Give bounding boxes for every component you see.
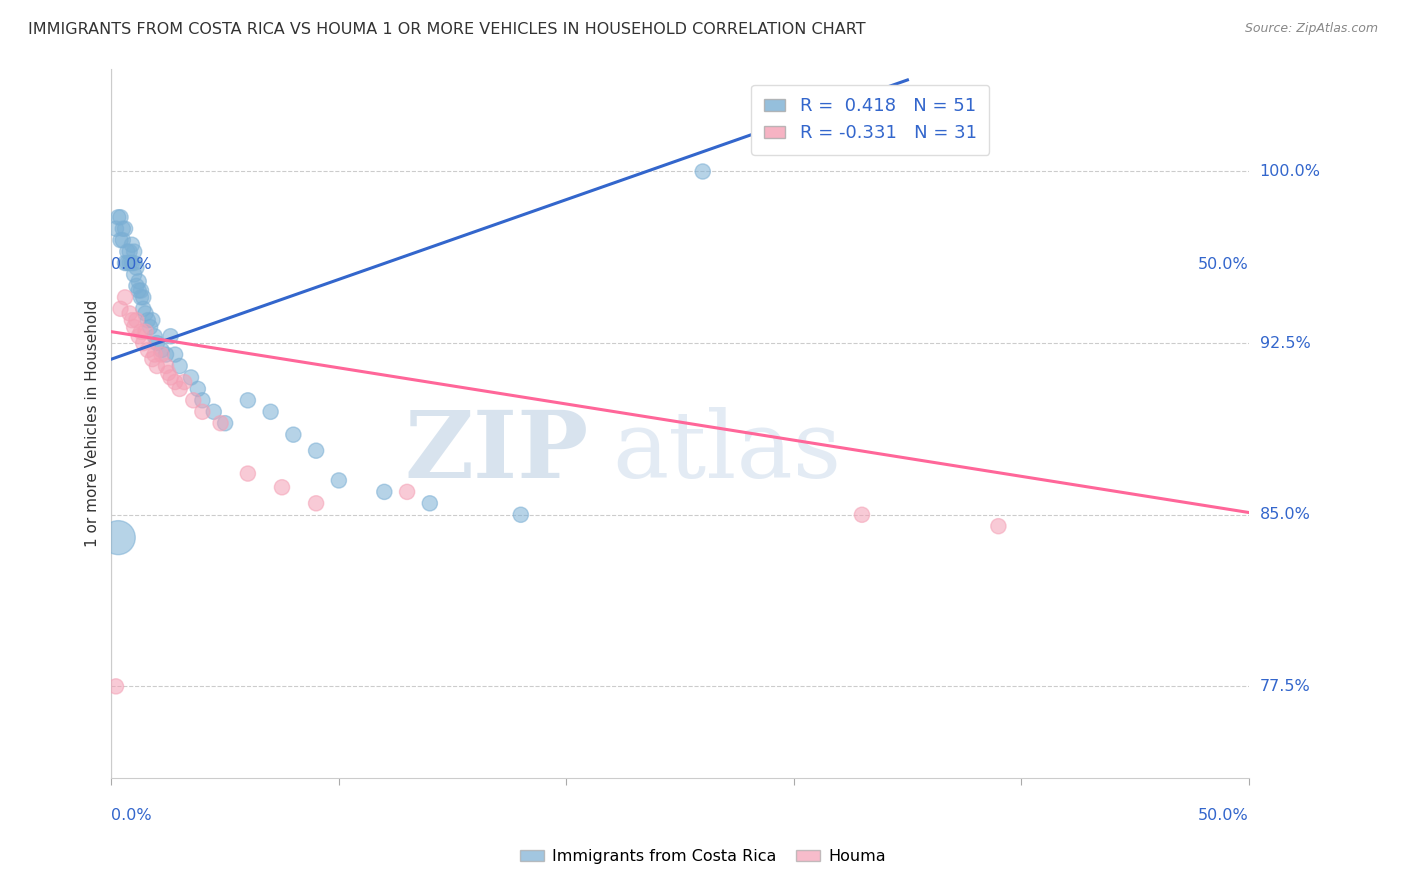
Point: [111, 233, 134, 247]
Point: [159, 329, 181, 343]
Point: [118, 306, 141, 320]
Point: [136, 343, 159, 357]
Point: [180, 370, 202, 384]
Point: [132, 290, 155, 304]
Point: [129, 284, 152, 298]
Text: IMMIGRANTS FROM COSTA RICA VS HOUMA 1 OR MORE VEHICLES IN HOUSEHOLD CORRELATION : IMMIGRANTS FROM COSTA RICA VS HOUMA 1 OR…: [28, 22, 866, 37]
Point: [128, 284, 150, 298]
Point: [283, 427, 305, 442]
Point: [236, 467, 259, 481]
Point: [141, 313, 163, 327]
Point: [128, 274, 150, 288]
Point: [143, 348, 166, 362]
Point: [209, 416, 232, 430]
Point: [135, 306, 157, 320]
Point: [117, 256, 139, 270]
Point: [692, 164, 714, 178]
Point: [187, 382, 209, 396]
Point: [104, 221, 127, 235]
Point: [118, 256, 141, 270]
Point: [165, 348, 187, 362]
Point: [104, 679, 127, 693]
Point: [987, 519, 1010, 533]
Text: 77.5%: 77.5%: [1260, 679, 1310, 694]
Point: [150, 343, 173, 357]
Point: [509, 508, 531, 522]
Point: [305, 496, 328, 510]
Point: [114, 221, 136, 235]
Point: [155, 359, 177, 373]
Point: [118, 244, 141, 259]
Point: [373, 484, 395, 499]
Point: [214, 416, 236, 430]
Point: [169, 382, 191, 396]
Point: [169, 359, 191, 373]
Text: 85.0%: 85.0%: [1260, 508, 1310, 522]
Text: Source: ZipAtlas.com: Source: ZipAtlas.com: [1244, 22, 1378, 36]
Point: [110, 233, 132, 247]
Y-axis label: 1 or more Vehicles in Household: 1 or more Vehicles in Household: [86, 300, 100, 547]
Point: [191, 405, 214, 419]
Point: [150, 348, 173, 362]
Point: [135, 325, 157, 339]
Point: [305, 443, 328, 458]
Point: [191, 393, 214, 408]
Point: [146, 336, 169, 351]
Point: [122, 268, 145, 282]
Text: 92.5%: 92.5%: [1260, 335, 1310, 351]
Text: 50.0%: 50.0%: [1198, 808, 1249, 823]
Text: 0.0%: 0.0%: [111, 257, 152, 271]
Legend: R =  0.418   N = 51, R = -0.331   N = 31: R = 0.418 N = 51, R = -0.331 N = 31: [751, 85, 990, 155]
Text: ZIP: ZIP: [405, 407, 589, 497]
Point: [125, 313, 148, 327]
Point: [141, 352, 163, 367]
Point: [271, 480, 294, 494]
Point: [121, 237, 143, 252]
Point: [165, 375, 187, 389]
Point: [146, 359, 169, 373]
Point: [128, 329, 150, 343]
Point: [129, 325, 152, 339]
Point: [122, 320, 145, 334]
Point: [157, 366, 180, 380]
Point: [110, 301, 132, 316]
Point: [136, 313, 159, 327]
Text: atlas: atlas: [612, 407, 841, 497]
Point: [143, 329, 166, 343]
Point: [181, 393, 204, 408]
Point: [155, 348, 177, 362]
Point: [851, 508, 873, 522]
Point: [122, 256, 145, 270]
Point: [121, 313, 143, 327]
Point: [117, 244, 139, 259]
Point: [125, 260, 148, 275]
Text: 50.0%: 50.0%: [1198, 257, 1249, 271]
Point: [132, 336, 155, 351]
Point: [114, 256, 136, 270]
Point: [132, 301, 155, 316]
Legend: Immigrants from Costa Rica, Houma: Immigrants from Costa Rica, Houma: [515, 843, 891, 871]
Point: [114, 290, 136, 304]
Point: [396, 484, 419, 499]
Point: [419, 496, 441, 510]
Point: [110, 211, 132, 225]
Point: [107, 211, 129, 225]
Point: [328, 474, 350, 488]
Text: 100.0%: 100.0%: [1260, 164, 1320, 179]
Point: [122, 244, 145, 259]
Text: 0.0%: 0.0%: [111, 808, 152, 823]
Point: [111, 221, 134, 235]
Point: [107, 531, 129, 545]
Point: [121, 256, 143, 270]
Point: [259, 405, 281, 419]
Point: [125, 279, 148, 293]
Point: [129, 290, 152, 304]
Point: [159, 370, 181, 384]
Point: [202, 405, 225, 419]
Point: [236, 393, 259, 408]
Point: [173, 375, 195, 389]
Point: [139, 320, 162, 334]
